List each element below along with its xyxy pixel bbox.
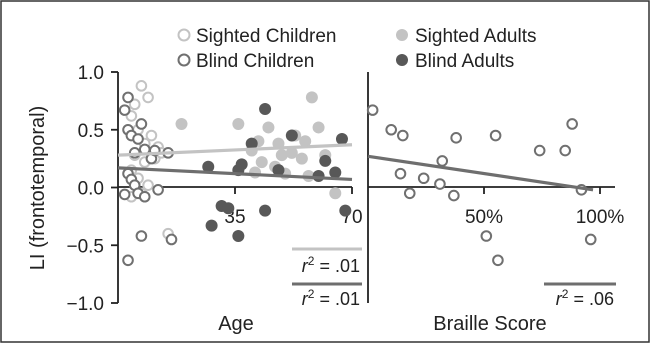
braille-blind-children-point xyxy=(403,187,416,200)
braille-blind-children-point xyxy=(450,132,462,144)
age-sighted-adults-point xyxy=(232,117,245,130)
legend-label-blind-adults: Blind Adults xyxy=(415,51,514,72)
age-blind-children-point xyxy=(152,184,164,196)
age-blind-children-point xyxy=(122,91,134,104)
age-blind-adults-point xyxy=(285,129,298,142)
age-blind-adults-point xyxy=(335,132,348,145)
age-blind-adults-point xyxy=(259,102,272,115)
y-axis: 1.0 0.5 0.0 −0.5 −1.0 LI (frontotemporal) xyxy=(27,63,119,315)
braille-r2-label: r2 = .06 xyxy=(556,287,614,309)
braille-x-tick-label: 100% xyxy=(576,207,625,228)
age-blind-children-point xyxy=(118,188,131,201)
y-tick-label: 0.5 xyxy=(78,121,104,142)
age-blind-children-point xyxy=(118,104,131,116)
age-blind-adults-point xyxy=(319,154,332,167)
age-blind-children-point xyxy=(135,118,148,130)
legend-marker-sighted-adults xyxy=(396,29,408,41)
age-blind-adults-point xyxy=(312,169,325,182)
age-r2-blind-label: r2 = .01 xyxy=(302,287,360,309)
age-x-axis-label: Age xyxy=(218,313,254,335)
age-sighted-adults-point xyxy=(329,187,342,200)
age-blind-adults-point xyxy=(202,160,215,173)
age-blind-children-point xyxy=(132,133,144,145)
age-blind-adults-point xyxy=(272,164,285,177)
age-sighted-children-point xyxy=(142,91,154,104)
braille-panel: 50% 100% Braille Score r2 = .06 xyxy=(366,72,624,335)
y-tick-label: 0.0 xyxy=(78,179,104,200)
age-sighted-adults-point xyxy=(285,146,298,159)
braille-blind-children-point xyxy=(434,178,446,190)
age-blind-children-point xyxy=(122,254,134,267)
legend-label-blind-children: Blind Children xyxy=(196,51,314,72)
age-sighted-adults-point xyxy=(262,121,275,134)
age-fit-lines xyxy=(117,143,353,182)
braille-x-tick-label: 50% xyxy=(465,207,503,228)
legend-marker-blind-adults xyxy=(396,54,408,66)
age-sighted-adults-point xyxy=(295,152,308,165)
age-sighted-children-point xyxy=(142,179,154,191)
y-tick-label: 1.0 xyxy=(78,63,104,84)
braille-fit-lines xyxy=(367,154,594,192)
braille-blind-children-point xyxy=(417,172,430,185)
age-blind-children-point xyxy=(138,190,151,203)
age-sighted-adults-point xyxy=(175,117,188,130)
legend-label-sighted-adults: Sighted Adults xyxy=(415,26,536,47)
braille-blind-children-point xyxy=(397,129,409,142)
age-blind-adults-point xyxy=(339,204,352,217)
braille-blind-children-point xyxy=(492,254,504,267)
age-sighted-adults-point xyxy=(255,156,268,169)
age-panel: 35 70 Age r2 = .01 r2 = .01 xyxy=(117,80,363,335)
legend: Sighted Children Sighted Adults Blind Ch… xyxy=(177,26,536,72)
braille-x-axis-label: Braille Score xyxy=(433,313,546,335)
age-fit-line-0 xyxy=(117,143,353,157)
age-sighted-adults-point xyxy=(305,91,318,104)
braille-blind-children-point xyxy=(489,129,502,142)
age-sighted-adults-point xyxy=(299,135,312,148)
age-blind-adults-point xyxy=(222,202,235,215)
legend-label-sighted-children: Sighted Children xyxy=(196,26,336,47)
braille-blind-children-point xyxy=(480,230,493,242)
legend-marker-blind-children xyxy=(177,53,191,67)
braille-blind-children-point xyxy=(436,155,449,167)
braille-points xyxy=(366,104,597,267)
age-blind-adults-point xyxy=(232,230,245,243)
age-blind-children-point xyxy=(165,233,178,246)
age-blind-adults-point xyxy=(259,204,272,217)
braille-blind-children-point xyxy=(366,104,379,116)
age-blind-adults-point xyxy=(205,219,218,232)
age-sighted-children-point xyxy=(135,80,148,92)
braille-blind-children-point xyxy=(394,167,407,180)
y-ticks: 1.0 0.5 0.0 −0.5 −1.0 xyxy=(66,63,118,315)
braille-blind-children-point xyxy=(584,233,597,246)
age-sighted-adults-point xyxy=(249,166,262,179)
age-sighted-children-point xyxy=(128,98,141,111)
age-fit-line-1 xyxy=(117,166,353,182)
braille-x-ticks: 50% 100% xyxy=(465,187,624,228)
age-sighted-children-point xyxy=(145,129,158,142)
age-r2-sighted-label: r2 = .01 xyxy=(302,254,360,276)
age-blind-children-point xyxy=(135,230,148,242)
braille-blind-children-point xyxy=(559,144,572,157)
age-blind-adults-point xyxy=(329,166,342,179)
y-tick-label: −1.0 xyxy=(66,294,104,315)
braille-blind-children-point xyxy=(533,144,546,157)
age-sighted-adults-point xyxy=(312,121,325,134)
y-axis-label: LI (frontotemporal) xyxy=(27,106,49,271)
braille-fit-line-0 xyxy=(367,154,594,192)
y-tick-label: −0.5 xyxy=(66,236,104,257)
legend-marker-sighted-children xyxy=(177,28,191,42)
braille-blind-children-point xyxy=(566,118,578,130)
age-blind-adults-point xyxy=(245,137,258,150)
braille-blind-children-point xyxy=(385,123,398,136)
braille-blind-children-point xyxy=(448,189,460,202)
age-sighted-adults-point xyxy=(275,149,288,162)
